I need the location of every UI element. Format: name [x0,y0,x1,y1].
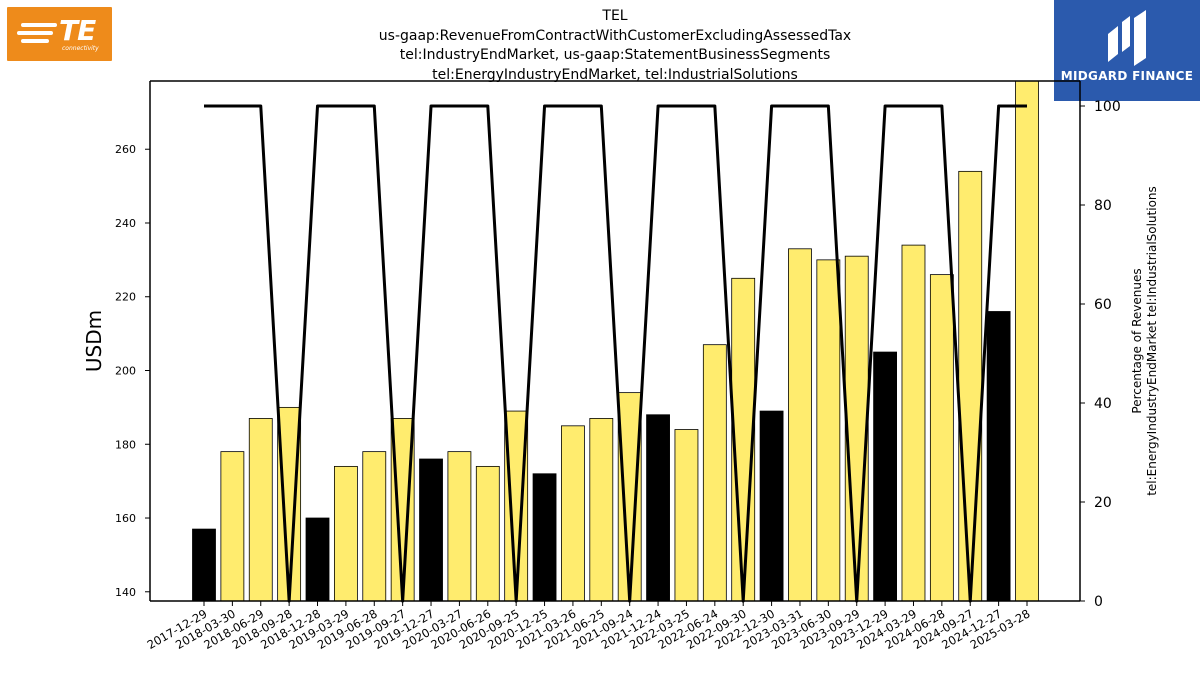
y2-tick-label-60: 60 [1094,297,1112,313]
te-connectivity-logo: TE connectivity [7,7,112,61]
bar-2019-12-27 [419,458,443,601]
bar-2020-03-27 [447,451,472,601]
y-tick-label-260: 260 [115,143,136,156]
bar-2019-09-27 [390,418,415,601]
te-logo-text: TE [59,14,96,47]
bar-2023-03-31 [788,248,812,601]
bar-2019-03-29 [333,465,358,601]
bar-2023-09-29 [844,255,869,601]
midgard-finance-logo: MIDGARD FINANCE [1054,0,1200,101]
bar-2018-03-30 [220,451,245,601]
chart-title: TEL us-gaap:RevenueFromContractWithCusto… [300,7,930,85]
y2-axis-label-line-2: tel:EnergyIndustryEndMarket tel:Industri… [1145,186,1159,496]
y2-tick-label-20: 20 [1094,495,1112,511]
midgard-emblem-icon [1108,10,1146,66]
title-line-1: TEL [602,8,628,24]
bar-2022-12-30 [759,410,784,601]
bar-2021-09-24 [617,392,642,601]
bar-2021-03-26 [561,425,585,601]
y2-tick-label-80: 80 [1094,198,1112,214]
bar-2021-12-24 [646,414,670,601]
y2-axis-label-line-1: Percentage of Revenues [1130,268,1144,413]
y-tick-label-220: 220 [115,291,136,304]
bar-2021-06-25 [589,418,614,601]
y-tick-label-240: 240 [115,217,136,230]
bar-2020-09-25 [504,410,529,601]
bar-2020-06-26 [475,465,500,601]
bar-2024-09-27 [958,170,983,601]
bar-2017-12-29 [192,528,216,601]
bar-2025-03-28 [1015,81,1039,601]
bar-2023-12-29 [873,351,898,601]
bar-2024-03-29 [901,244,926,601]
bar-2020-12-25 [532,473,557,601]
y-tick-label-200: 200 [115,365,136,378]
midgard-logo-text: MIDGARD FINANCE [1060,69,1194,83]
bar-2022-06-24 [702,344,727,601]
title-line-2: us-gaap:RevenueFromContractWithCustomerE… [378,27,852,44]
bar-2019-06-28 [362,451,387,601]
percentage-line [204,104,1027,603]
y-tick-label-140: 140 [115,586,136,599]
te-logo-subtext: connectivity [62,45,99,52]
title-line-3: tel:IndustryEndMarket, us-gaap:Statement… [399,47,831,63]
percentage-line-series [204,104,1027,603]
bar-2024-12-27 [986,311,1011,601]
bar-2018-06-29 [248,418,273,601]
bar-2018-12-28 [305,517,330,601]
bar-2022-03-25 [674,429,699,601]
y-axis-label: USDm [82,310,106,372]
y2-tick-label-40: 40 [1094,396,1112,412]
y2-tick-label-0: 0 [1094,594,1103,610]
bar-2024-06-28 [929,274,954,601]
bar-2023-06-30 [816,259,841,601]
y2-tick-label-100: 100 [1094,99,1121,115]
y-tick-label-160: 160 [115,512,136,525]
title-line-4: tel:EnergyIndustryEndMarket, tel:Industr… [432,66,798,83]
y-tick-label-180: 180 [115,438,136,451]
